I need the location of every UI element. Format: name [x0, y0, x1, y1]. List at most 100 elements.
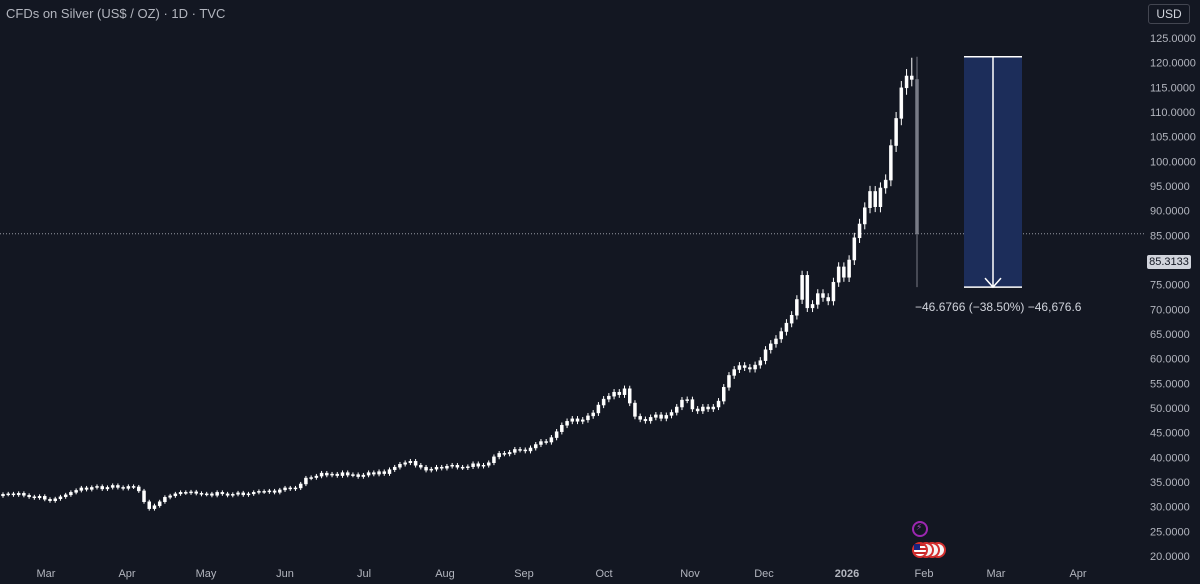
candle-body: [544, 441, 548, 443]
candle-body: [262, 491, 266, 493]
candle-body: [90, 487, 94, 490]
candle-body: [591, 412, 595, 417]
price-axis-tick: 65.0000: [1150, 329, 1190, 341]
candle-body: [325, 472, 329, 476]
candle-body: [288, 487, 293, 490]
candle-body: [711, 406, 716, 410]
candle-body: [831, 281, 836, 302]
candle-body: [638, 416, 642, 420]
candle-body: [753, 364, 757, 370]
price-axis-tick: 100.0000: [1150, 156, 1196, 168]
currency-button[interactable]: USD: [1148, 4, 1190, 24]
candle-body: [810, 304, 815, 309]
candle-body: [565, 421, 569, 426]
candle-body: [137, 486, 141, 492]
candle-body: [533, 444, 538, 449]
candle-body: [821, 293, 825, 298]
candle-body: [680, 399, 684, 408]
price-axis-tick: 125.0000: [1150, 33, 1196, 45]
candle-body: [116, 485, 120, 488]
candle-body: [476, 463, 481, 467]
candle-body: [445, 465, 449, 469]
candle-body: [58, 496, 63, 500]
candle-body: [466, 466, 470, 468]
candle-body: [74, 490, 78, 493]
candle-body: [84, 487, 89, 490]
candle-body: [654, 414, 658, 418]
candle-body: [382, 471, 387, 474]
price-axis-tick: 70.0000: [1150, 304, 1190, 316]
candle-body: [32, 496, 37, 499]
candle-body: [873, 191, 877, 207]
candle-body: [121, 487, 125, 489]
price-axis-tick: 110.0000: [1150, 107, 1195, 119]
candle-body: [800, 275, 804, 300]
candle-body: [795, 299, 799, 316]
candle-body: [199, 493, 204, 495]
candle-body: [387, 469, 392, 474]
candle-body: [455, 464, 460, 468]
candle-body: [69, 492, 73, 496]
candle-body: [408, 461, 413, 464]
candle-body: [100, 486, 104, 490]
candle-body: [481, 464, 486, 467]
price-axis-tick: 90.0000: [1150, 206, 1190, 218]
candle-body: [22, 493, 26, 496]
candle-body: [257, 491, 261, 493]
candle-body: [314, 475, 319, 478]
candle-body: [659, 414, 663, 419]
candle-body: [53, 498, 57, 501]
candle-body: [272, 490, 277, 493]
price-axis-tick: 25.0000: [1150, 526, 1190, 538]
candle-body: [63, 494, 68, 498]
candle-body: [894, 118, 898, 146]
time-axis[interactable]: Mar Apr May Jun Jul Aug Sep Oct Nov Dec 2026 Feb Mar…: [37, 568, 1087, 580]
price-range-measure[interactable]: [964, 55, 1022, 289]
candle-body: [345, 472, 350, 476]
price-axis-tick: 95.0000: [1150, 181, 1190, 193]
candle-body: [727, 375, 731, 388]
candle-body: [784, 322, 789, 332]
price-axis-tick: 115.0000: [1150, 82, 1195, 94]
candle-body: [868, 191, 872, 208]
candle-body: [774, 338, 778, 345]
candle-body: [497, 453, 501, 458]
candle-body: [622, 388, 627, 395]
time-axis-tick: Jul: [357, 568, 371, 580]
candle-body: [518, 449, 522, 451]
candle-body: [805, 275, 810, 309]
candle-body: [528, 447, 533, 452]
candle-body: [601, 398, 606, 406]
candle-body: [419, 464, 423, 468]
candle-body: [6, 493, 10, 496]
candle-body: [910, 75, 914, 80]
candle-body: [231, 494, 235, 496]
candle-body: [847, 259, 851, 278]
candlestick-series: [1, 56, 919, 511]
candle-body: [836, 266, 841, 283]
time-axis-tick: Feb: [915, 568, 934, 580]
candle-body: [403, 462, 407, 465]
candle-body: [293, 487, 298, 490]
candle-body: [570, 418, 575, 422]
candle-body: [105, 487, 110, 490]
candle-body: [695, 408, 700, 412]
candle-body: [37, 496, 42, 499]
candle-body: [319, 472, 324, 477]
candle-body: [147, 501, 151, 509]
candle-body: [79, 487, 84, 491]
price-axis-tick: 105.0000: [1150, 132, 1196, 144]
candle-body: [575, 418, 580, 422]
candle-body: [554, 431, 559, 438]
candle-body: [863, 207, 867, 225]
candle-body: [633, 402, 637, 417]
price-axis[interactable]: 125.0000 120.0000 115.0000 110.0000 105.0000…: [1150, 33, 1196, 563]
lightning-event-icon[interactable]: [912, 521, 928, 537]
us-flag-front-icon: [912, 542, 928, 558]
candle-body: [351, 474, 355, 476]
candle-body: [507, 452, 512, 455]
candle-body: [539, 441, 543, 445]
candle-body: [852, 237, 857, 261]
candle-body: [732, 369, 736, 376]
